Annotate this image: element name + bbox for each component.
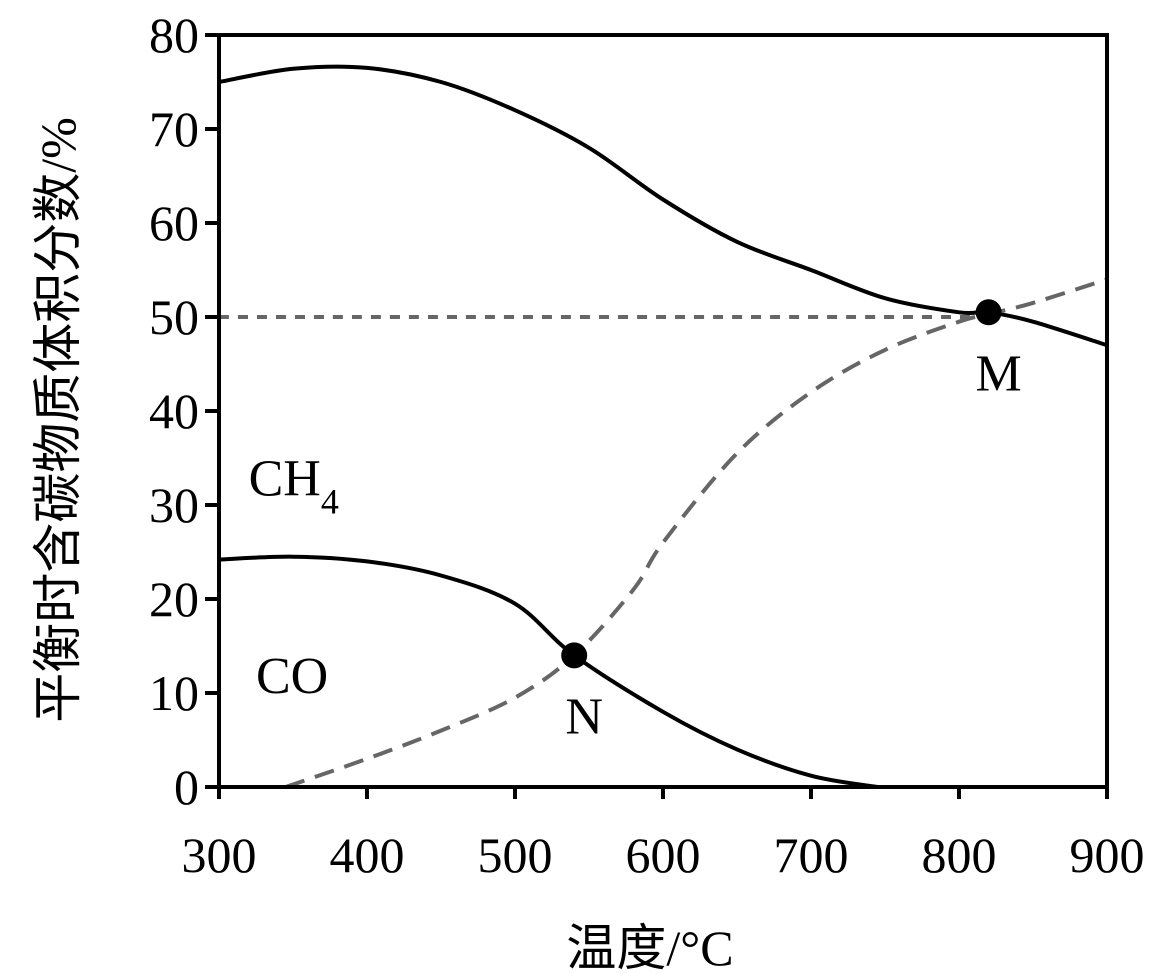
x-axis: 300 400 500 600 700 800 900 [182, 787, 1145, 883]
x-tick-label: 500 [478, 827, 553, 883]
point-n-label: N [565, 688, 603, 745]
y-tick-label: 40 [149, 383, 199, 439]
x-tick-label: 400 [330, 827, 405, 883]
series-label-co: CO [256, 648, 328, 705]
y-tick-label: 0 [174, 759, 199, 815]
series-line-1 [218, 64, 1108, 348]
y-tick-label: 30 [149, 477, 199, 533]
x-tick-label: 600 [626, 827, 701, 883]
series-label-subscript: 4 [321, 482, 339, 522]
y-axis-title: 平衡时含碳物质体积分数/% [30, 117, 86, 723]
x-tick-label: 900 [1070, 827, 1145, 883]
point-m-label: M [975, 345, 1021, 402]
x-tick-label: 700 [774, 827, 849, 883]
series-label-ch: CH4 [249, 451, 339, 522]
plot-frame [217, 33, 1109, 789]
y-tick-label: 50 [149, 289, 199, 345]
y-axis: 0 10 20 30 40 50 60 70 80 [149, 7, 219, 815]
point-m-marker [975, 299, 1002, 326]
y-tick-label: 80 [149, 7, 199, 63]
y-tick-label: 60 [149, 195, 199, 251]
annotation-layer: CH4 CO N M [249, 299, 1022, 745]
y-tick-label: 10 [149, 665, 199, 721]
x-axis-title: 温度/°C [566, 920, 733, 973]
series-layer [218, 64, 1108, 789]
series-line-2 [218, 554, 878, 789]
y-tick-label: 20 [149, 571, 199, 627]
y-tick-label: 70 [149, 101, 199, 157]
x-tick-label: 300 [182, 827, 257, 883]
point-n-marker [561, 642, 588, 669]
series-line-3 [284, 277, 1108, 789]
x-tick-label: 800 [922, 827, 997, 883]
